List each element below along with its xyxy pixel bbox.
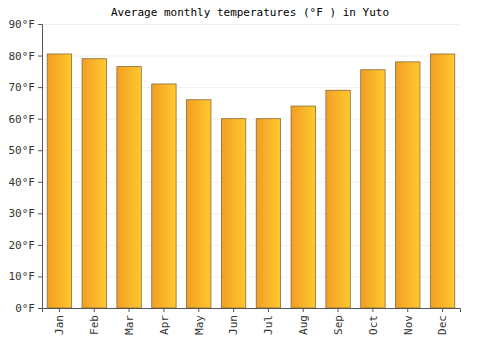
tick: 90°F — [9, 18, 43, 31]
tick: Nov — [402, 308, 415, 335]
tick-mark — [38, 213, 42, 214]
grid-line — [42, 56, 460, 57]
tick-label: Dec — [436, 315, 449, 335]
tick-mark — [38, 119, 42, 120]
tick-mark — [303, 308, 304, 312]
tick-label: 40°F — [9, 176, 36, 189]
tick-mark — [94, 308, 95, 312]
tick-label: 0°F — [15, 302, 35, 315]
tick-mark — [38, 245, 42, 246]
tick-mark — [38, 24, 42, 25]
grid — [42, 25, 460, 309]
tick: Mar — [123, 308, 136, 335]
axis-line — [38, 25, 43, 309]
plot: 0°F 10°F 20°F 30°F 40°F 50°F 60°F 70°F 80°F 90°F J… — [9, 18, 461, 335]
tick: 60°F — [9, 113, 43, 126]
tick: 70°F — [9, 81, 43, 94]
tick: Jan — [53, 308, 66, 335]
bar — [47, 54, 71, 308]
bar — [152, 84, 176, 308]
tick-label: 70°F — [9, 81, 36, 94]
tick-mark — [407, 308, 408, 312]
tick: 20°F — [9, 239, 43, 252]
tick: 30°F — [9, 207, 43, 220]
tick: 10°F — [9, 270, 43, 283]
tick-mark — [233, 308, 234, 312]
bar — [326, 90, 350, 308]
bar — [361, 70, 385, 308]
tick-mark — [38, 87, 42, 88]
tick-mark — [38, 308, 42, 309]
bar — [187, 100, 211, 308]
tick-mark — [59, 308, 60, 312]
tick: Apr — [158, 308, 171, 335]
tick-label: Apr — [158, 315, 171, 335]
tick: 40°F — [9, 176, 43, 189]
tick: Feb — [88, 308, 101, 335]
bar — [430, 54, 454, 308]
tick-label: 80°F — [9, 50, 36, 63]
tick-label: Feb — [88, 315, 101, 335]
tick-mark — [198, 308, 199, 312]
y-axis: 0°F 10°F 20°F 30°F 40°F 50°F 60°F 70°F 80°F 90°F — [9, 18, 43, 315]
bar — [256, 119, 280, 308]
chart: 0°F 10°F 20°F 30°F 40°F 50°F 60°F 70°F 80°F 90°F J… — [0, 0, 500, 350]
tick-label: 50°F — [9, 144, 36, 157]
tick: 50°F — [9, 144, 43, 157]
bars — [47, 54, 455, 308]
tick-label: 10°F — [9, 270, 36, 283]
tick-mark — [38, 56, 42, 57]
tick-mark — [129, 308, 130, 312]
tick: Dec — [436, 308, 449, 335]
tick-label: Sep — [332, 315, 345, 335]
tick-label: 30°F — [9, 207, 36, 220]
tick-label: Jul — [262, 315, 275, 335]
tick-mark — [163, 308, 164, 312]
tick-mark — [38, 182, 42, 183]
tick: Jul — [262, 308, 275, 335]
tick: Jun — [227, 308, 240, 335]
tick: May — [193, 308, 206, 335]
tick-label: Nov — [402, 315, 415, 335]
tick-label: 90°F — [9, 18, 36, 31]
tick: 80°F — [9, 50, 43, 63]
tick-label: Oct — [367, 315, 380, 335]
tick-label: Aug — [297, 315, 310, 335]
tick-mark — [338, 308, 339, 312]
tick: Aug — [297, 308, 310, 335]
tick: Sep — [332, 308, 345, 335]
bar — [117, 67, 141, 308]
x-axis: Jan Feb Mar Apr May Jun Jul Aug Sep Oct Nov Dec — [43, 308, 461, 335]
tick-mark — [372, 308, 373, 312]
tick-label: Jan — [53, 315, 66, 335]
title: Average monthly temperatures (°F ) in Yu… — [111, 6, 389, 19]
tick-label: May — [193, 315, 206, 335]
tick-label: Jun — [227, 315, 240, 335]
tick: 0°F — [15, 302, 42, 315]
tick-mark — [38, 276, 42, 277]
bar — [221, 119, 245, 308]
bar — [82, 59, 106, 308]
tick-mark — [38, 150, 42, 151]
tick: Oct — [367, 308, 380, 335]
bar — [291, 106, 315, 308]
tick-label: 20°F — [9, 239, 36, 252]
tick-label: 60°F — [9, 113, 36, 126]
axis-line — [43, 309, 461, 313]
tick-label: Mar — [123, 315, 136, 335]
tick-mark — [268, 308, 269, 312]
tick-mark — [442, 308, 443, 312]
bar — [396, 62, 420, 308]
grid-line — [42, 24, 460, 25]
